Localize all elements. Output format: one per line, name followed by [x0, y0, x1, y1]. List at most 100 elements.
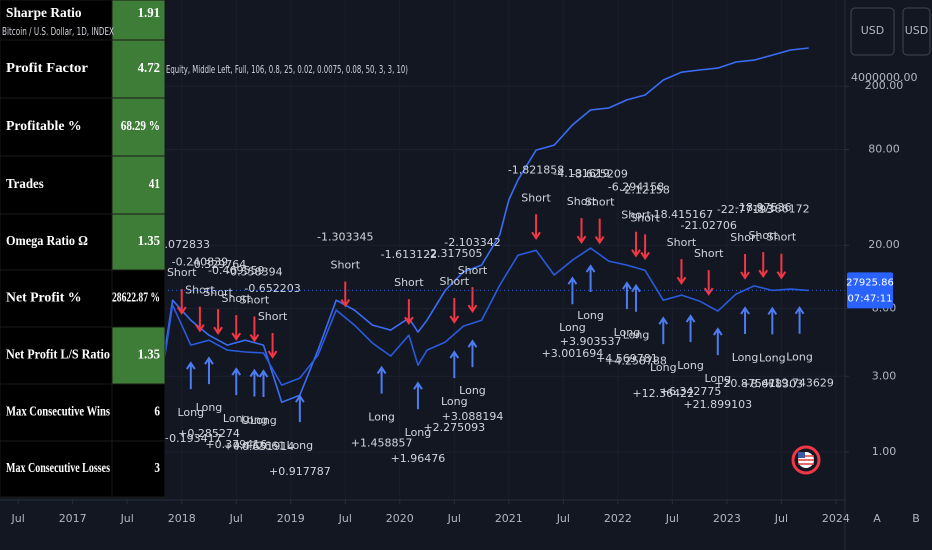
short-arrow — [267, 333, 278, 359]
signal-label: Long — [559, 321, 586, 334]
scale-button-label[interactable]: B — [912, 512, 920, 525]
x-tick-label: Jul — [229, 512, 243, 525]
signal-label: Long — [704, 372, 731, 385]
scale-button-label[interactable]: A — [873, 512, 881, 525]
signal-label: Short — [240, 294, 270, 307]
long-arrow — [258, 369, 269, 398]
long-arrow — [712, 327, 723, 356]
short-arrow — [631, 231, 641, 258]
table-label: Net Profit % — [6, 291, 82, 306]
signal-label: Short — [394, 276, 424, 289]
long-arrow — [467, 339, 478, 368]
currency-button[interactable] — [850, 7, 895, 56]
signal-profit: +3.001694 — [542, 347, 604, 360]
table-value: 1.35 — [138, 348, 160, 363]
table-label-cell — [0, 383, 113, 442]
signal-profit: +4.258788 — [605, 355, 667, 368]
signal-profit: +0.651914 — [233, 440, 295, 453]
short-arrow — [176, 289, 187, 315]
short-arrow — [195, 306, 205, 333]
signal-label: Short — [730, 231, 760, 244]
scale-button[interactable] — [866, 508, 888, 530]
signal-label: Short — [440, 275, 470, 288]
signal-profit: -1.613122 — [381, 248, 437, 261]
signal-profit: -0.240839 — [172, 256, 228, 269]
y-tick-label: 200.00 — [865, 79, 904, 92]
signal-profit: -8.386172 — [753, 203, 809, 216]
signal-label: Long — [287, 439, 314, 452]
signal-profit: -1.821858 — [508, 163, 564, 176]
long-arrow — [231, 367, 242, 396]
table-value: 6 — [154, 405, 160, 420]
currency-button-label[interactable]: USD — [861, 24, 885, 37]
axes: 200.0080.0020.008.003.001.00Jul2017Jul20… — [11, 7, 931, 530]
signal-label: Long — [623, 329, 650, 342]
long-arrow — [449, 350, 460, 379]
signal-label: Long — [196, 401, 223, 414]
last-price-label: 27925.86 — [846, 277, 894, 288]
table-value: 4.72 — [138, 61, 160, 76]
signal-label: Short — [458, 264, 488, 277]
short-arrow — [340, 281, 351, 308]
x-tick-label: Jul — [338, 512, 352, 525]
table-label: Max Consecutive Wins — [6, 405, 110, 420]
long-arrow — [740, 306, 750, 334]
short-arrow — [640, 234, 650, 261]
currency-button[interactable] — [902, 7, 931, 56]
short-arrow — [249, 316, 260, 343]
signal-profit: +20.87541 — [714, 377, 776, 390]
signal-label: Short — [167, 266, 197, 279]
signal-label: Long — [732, 351, 759, 364]
signal-label: Short — [258, 310, 288, 323]
signal-label: Long — [241, 414, 268, 427]
table-value: 1.91 — [138, 6, 160, 21]
last-price-box — [847, 272, 893, 309]
signal-label: Short — [630, 211, 660, 224]
table-value-cell — [111, 0, 166, 41]
long-arrow — [767, 306, 778, 335]
signal-profit: -0.072833 — [153, 238, 209, 251]
signal-label: Short — [331, 259, 361, 272]
signal-profit: +1.458857 — [351, 437, 413, 450]
signal-profit: +21.899103 — [683, 398, 752, 411]
signal-label: Short — [521, 191, 551, 204]
short-arrow — [758, 252, 769, 278]
long-arrow — [204, 356, 214, 385]
signal-profit: +4.569781 — [596, 352, 658, 365]
signal-profit: -0.469559 — [208, 264, 264, 277]
table-label: Max Consecutive Losses — [6, 461, 110, 476]
signal-label: Short — [221, 292, 251, 305]
long-arrow — [376, 365, 387, 394]
signal-profit: +0.193417 — [160, 432, 222, 445]
y-tick-label: 20.00 — [868, 238, 900, 251]
currency-button-label[interactable]: USD — [905, 24, 929, 37]
x-tick-label: Jul — [774, 512, 788, 525]
table-label-cell — [0, 326, 113, 385]
table-value-cell — [111, 39, 166, 99]
signal-profit: -18.97536 — [735, 201, 791, 214]
signal-label: Long — [577, 309, 604, 322]
x-tick-label: 2018 — [168, 512, 196, 525]
signal-label: Long — [250, 414, 277, 427]
table-label: Profitable % — [6, 119, 82, 134]
signal-profit: +3.903537 — [560, 335, 622, 348]
long-arrow — [185, 361, 196, 390]
scale-button[interactable] — [905, 508, 927, 530]
short-arrow — [449, 298, 460, 324]
short-arrow — [740, 253, 750, 280]
signal-profit: +8.678303 — [741, 377, 803, 390]
x-tick-label: Jul — [120, 512, 134, 525]
x-tick-label: 2019 — [277, 512, 305, 525]
signal-profit: +3.088194 — [442, 410, 504, 423]
signal-profit: +0.917787 — [269, 465, 331, 478]
signal-label: Long — [759, 351, 786, 364]
long-arrow — [794, 305, 805, 334]
table-label: Omega Ratio Ω — [6, 234, 88, 249]
signal-profit: +2.275093 — [423, 421, 485, 434]
signal-label: Long — [677, 359, 704, 372]
signal-profit: +0.285274 — [178, 427, 240, 440]
table-label-cell — [0, 155, 113, 215]
signal-label: Long — [177, 406, 204, 419]
y-tick-label: 1.00 — [872, 445, 897, 458]
